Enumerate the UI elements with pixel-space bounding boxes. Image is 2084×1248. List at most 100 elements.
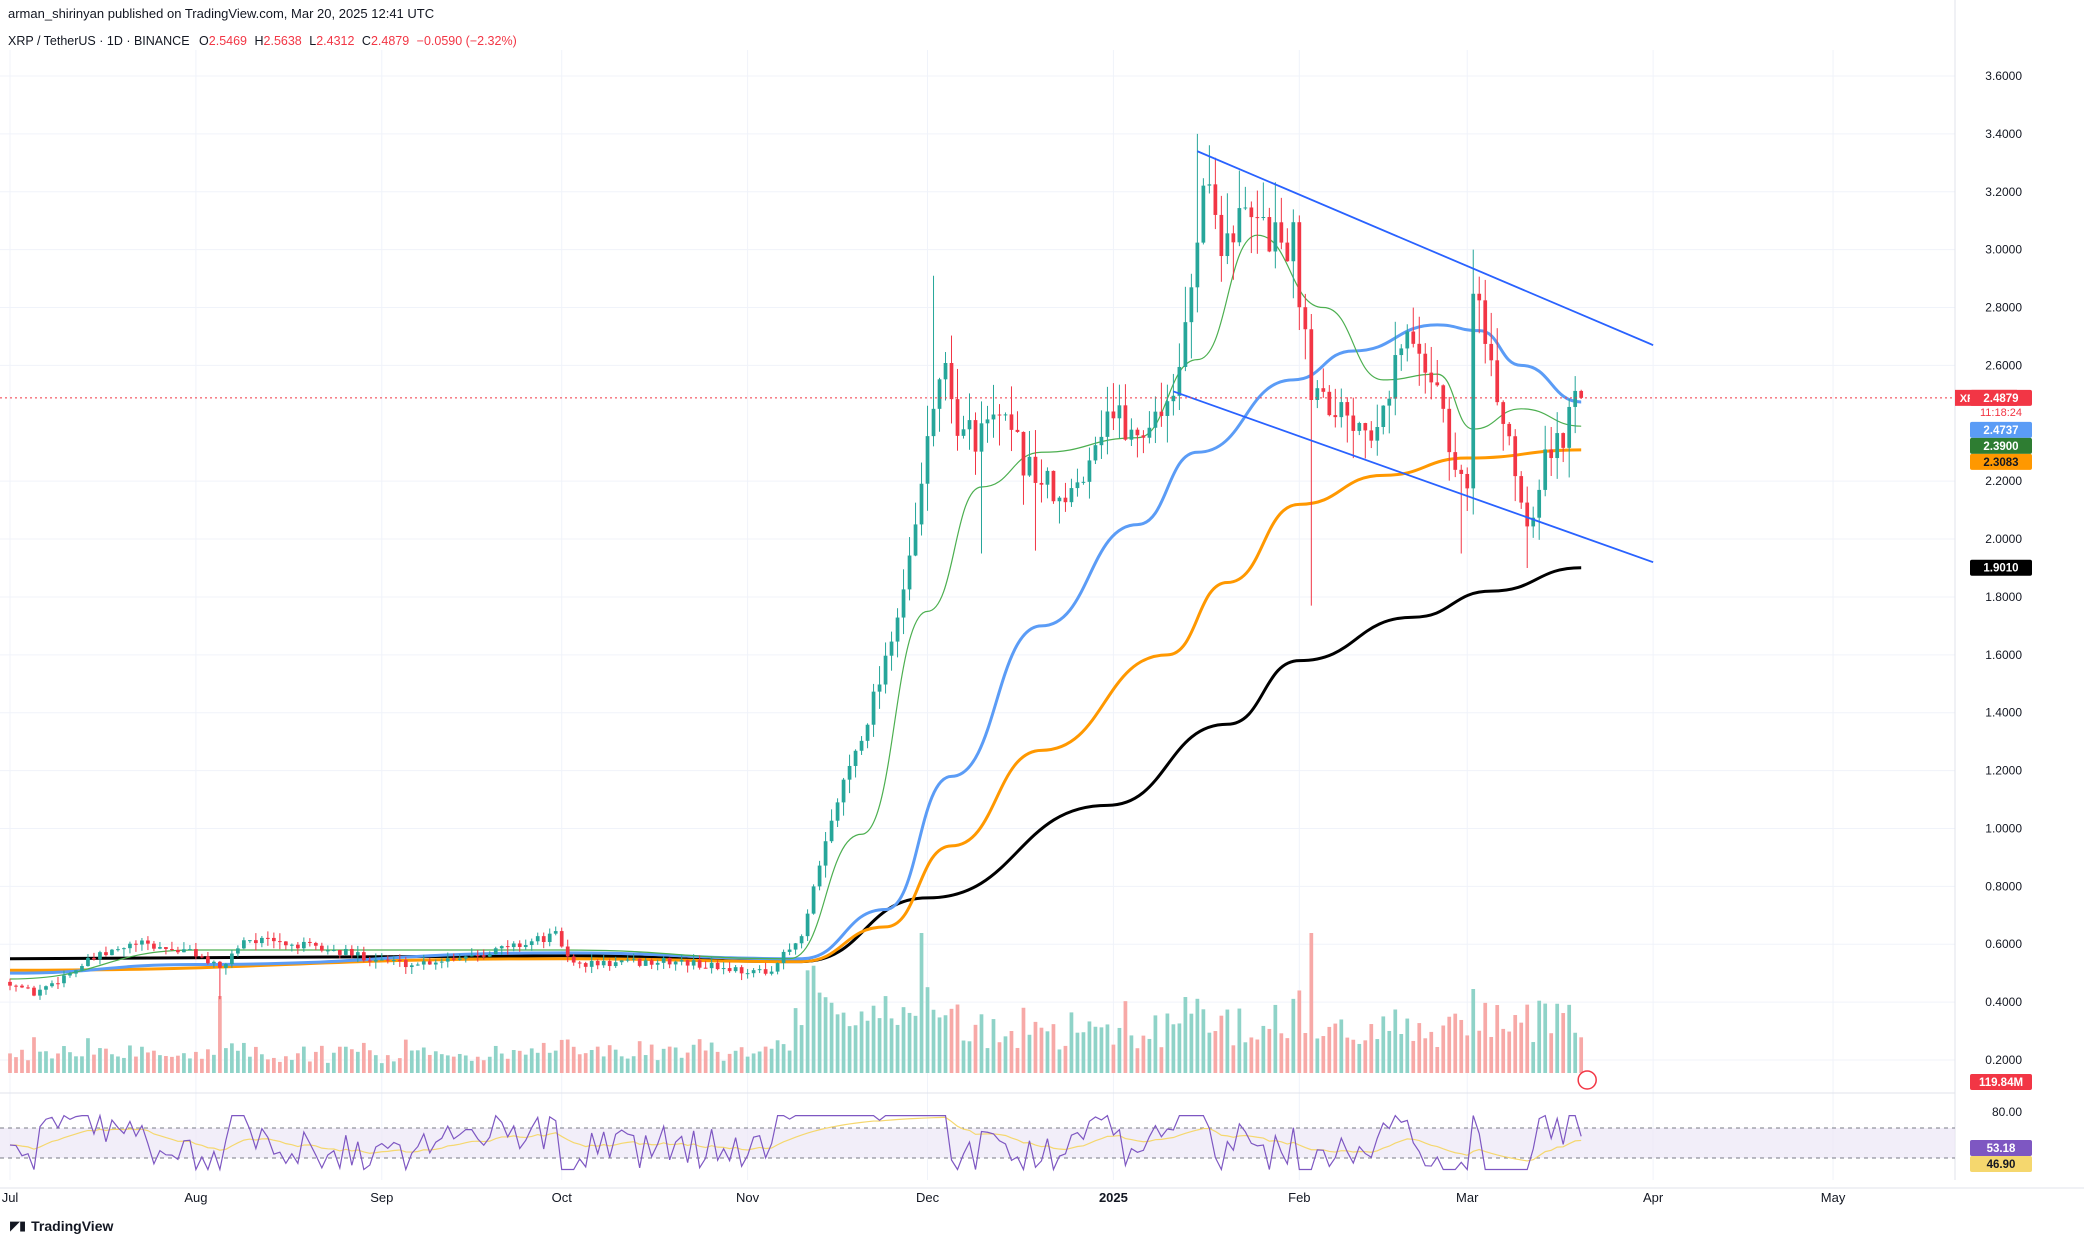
volume-bar — [1057, 1049, 1062, 1073]
volume-bar — [1189, 1013, 1194, 1073]
rsi-level-label: 80.00 — [1992, 1105, 2022, 1119]
candle-body — [367, 960, 372, 962]
ohlc-low-value: 2.4312 — [316, 34, 355, 48]
volume-bar — [1363, 1040, 1368, 1073]
candle-body — [1579, 390, 1584, 398]
candle-body — [56, 983, 60, 985]
volume-bar — [1405, 1018, 1410, 1073]
candle-body — [1573, 390, 1578, 407]
candle-body — [1213, 184, 1218, 215]
candle-body — [110, 949, 114, 956]
volume-bar — [1147, 1038, 1152, 1073]
symbol-ohlc-line[interactable]: XRP / TetherUS · 1D · BINANCE O2.5469 H2… — [8, 34, 517, 48]
symbol-line[interactable]: XRP / TetherUS · 1D · BINANCE — [8, 34, 190, 48]
candle-body — [260, 937, 264, 944]
volume-bar — [1495, 1005, 1500, 1073]
volume-bar — [140, 1046, 144, 1073]
volume-bar — [236, 1050, 240, 1073]
volume-bar — [697, 1039, 702, 1073]
candle-body — [1111, 411, 1116, 419]
volume-bar — [1477, 1030, 1482, 1073]
candle-body — [685, 960, 690, 966]
volume-bar — [74, 1056, 78, 1073]
candle-body — [997, 414, 1002, 416]
volume-bar — [170, 1056, 174, 1073]
volume-bar — [98, 1048, 102, 1073]
candle-body — [1561, 433, 1566, 448]
ohlc-close-value: 2.4879 — [370, 34, 410, 48]
candle-body — [673, 961, 678, 965]
candle-body — [583, 963, 588, 967]
candle-body — [1471, 293, 1476, 489]
candle-body — [913, 524, 918, 556]
candle-body — [859, 740, 864, 751]
candle-body — [763, 969, 768, 974]
candle-body — [1381, 405, 1386, 428]
candle-body — [188, 949, 192, 951]
candle-body — [1183, 322, 1188, 367]
volume-bar — [1507, 1031, 1512, 1073]
volume-bar — [679, 1057, 684, 1073]
candle-body — [565, 946, 570, 957]
candle-body — [1459, 469, 1464, 474]
candle-body — [283, 941, 288, 946]
candle-body — [116, 949, 120, 951]
volume-bar — [889, 1018, 894, 1073]
volume-bar — [1489, 1036, 1494, 1073]
volume-bar — [146, 1052, 150, 1073]
candle-body — [1447, 408, 1452, 453]
rsi-value-tag-bg — [1970, 1140, 2032, 1156]
volume-tag-bg — [1970, 1074, 2032, 1090]
candle-body — [679, 960, 684, 962]
volume-bar — [1393, 1009, 1398, 1073]
volume-bar — [463, 1055, 468, 1073]
x-tick-label: Mar — [1456, 1190, 1479, 1205]
candle-body — [1045, 470, 1050, 485]
volume-bar — [343, 1046, 348, 1073]
ohlc-high-value: 2.5638 — [263, 34, 302, 48]
candle-body — [1327, 391, 1332, 416]
candle-body — [1297, 222, 1302, 308]
candle-body — [301, 941, 306, 949]
candle-body — [1033, 456, 1038, 483]
volume-bar — [985, 1048, 990, 1073]
candle-body — [1507, 423, 1512, 437]
volume-bar — [1153, 1015, 1158, 1073]
candle-body — [811, 886, 816, 914]
rsi-line — [9, 1113, 1582, 1172]
volume-bar — [1105, 1024, 1110, 1073]
volume-bar — [1483, 1002, 1488, 1073]
volume-bar — [1357, 1043, 1362, 1073]
volume-bar — [1339, 1019, 1344, 1073]
candle-body — [733, 967, 738, 972]
volume-bar — [925, 987, 930, 1073]
volume-bar — [403, 1039, 408, 1073]
candle-body — [1159, 411, 1164, 416]
candle-body — [14, 985, 18, 987]
candle-body — [511, 943, 516, 948]
volume-bar — [1399, 1033, 1404, 1073]
volume-bar — [799, 1025, 804, 1073]
volume-bar — [1531, 1042, 1536, 1073]
candle-body — [697, 960, 702, 968]
tradingview-brand[interactable]: ◤▮ TradingView — [10, 1218, 113, 1234]
volume-bar — [1423, 1038, 1428, 1073]
volume-bar — [1051, 1024, 1056, 1073]
volume-bar — [991, 1019, 996, 1073]
volume-bar — [997, 1042, 1002, 1073]
volume-bar — [1375, 1039, 1380, 1073]
volume-bar — [949, 1008, 954, 1073]
ma-green-tag: 2.3900 — [1983, 441, 2018, 453]
candle-body — [397, 959, 402, 961]
volume-bar — [1219, 1015, 1224, 1073]
candle-body — [979, 423, 984, 452]
last-price-tag-bg — [1970, 389, 2032, 406]
volume-bar — [1033, 1021, 1038, 1073]
volume-bar — [1297, 990, 1302, 1073]
volume-bar — [661, 1048, 666, 1073]
volume-bar — [1111, 1044, 1116, 1073]
volume-bar — [373, 1055, 378, 1073]
lightning-icon — [1577, 1070, 1597, 1090]
